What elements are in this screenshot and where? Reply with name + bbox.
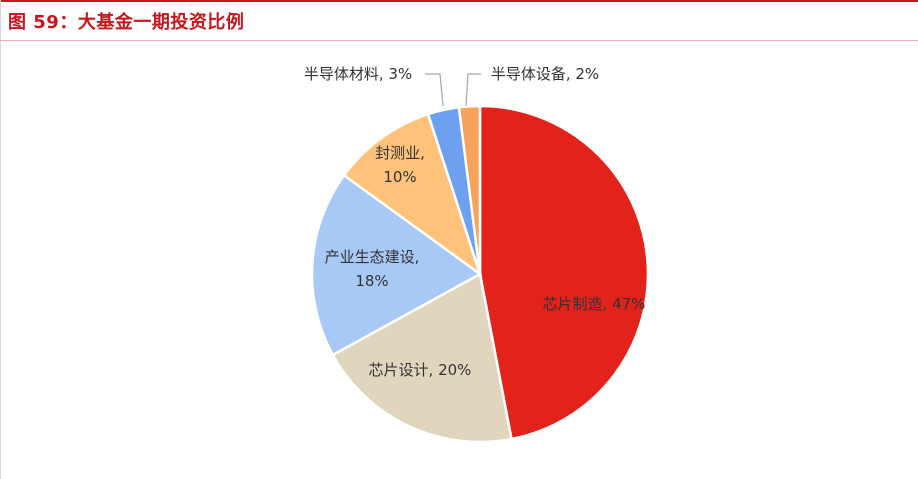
title-divider	[0, 40, 918, 41]
leader-lines	[425, 73, 481, 107]
left-border	[0, 0, 1, 479]
slice-label-4: 封测业, 10%	[375, 144, 425, 186]
top-rule	[0, 0, 918, 2]
pie-slice-4	[342, 112, 483, 278]
leader-line-6	[465, 73, 481, 107]
slice-label-5: 半导体材料, 3%	[304, 65, 412, 83]
slice-label-6: 半导体设备, 2%	[491, 65, 599, 83]
pie-slice-3	[310, 173, 483, 357]
figure-title: 图 59：大基金一期投资比例	[8, 12, 245, 33]
leader-line-5	[425, 73, 444, 107]
pie-slice-2	[331, 272, 513, 444]
slice-label-2: 芯片设计, 20%	[369, 361, 472, 379]
pie-slice-6	[457, 104, 482, 275]
slice-labels: 芯片制造, 47% 芯片设计, 20% 产业生态建设, 18% 封测业, 10% 半导体材料…	[304, 65, 646, 379]
slice-label-3: 产业生态建设, 18%	[325, 248, 420, 290]
pie-slice-1	[478, 104, 650, 441]
slice-label-1: 芯片制造, 47%	[543, 295, 646, 313]
pie-slices	[310, 104, 650, 444]
